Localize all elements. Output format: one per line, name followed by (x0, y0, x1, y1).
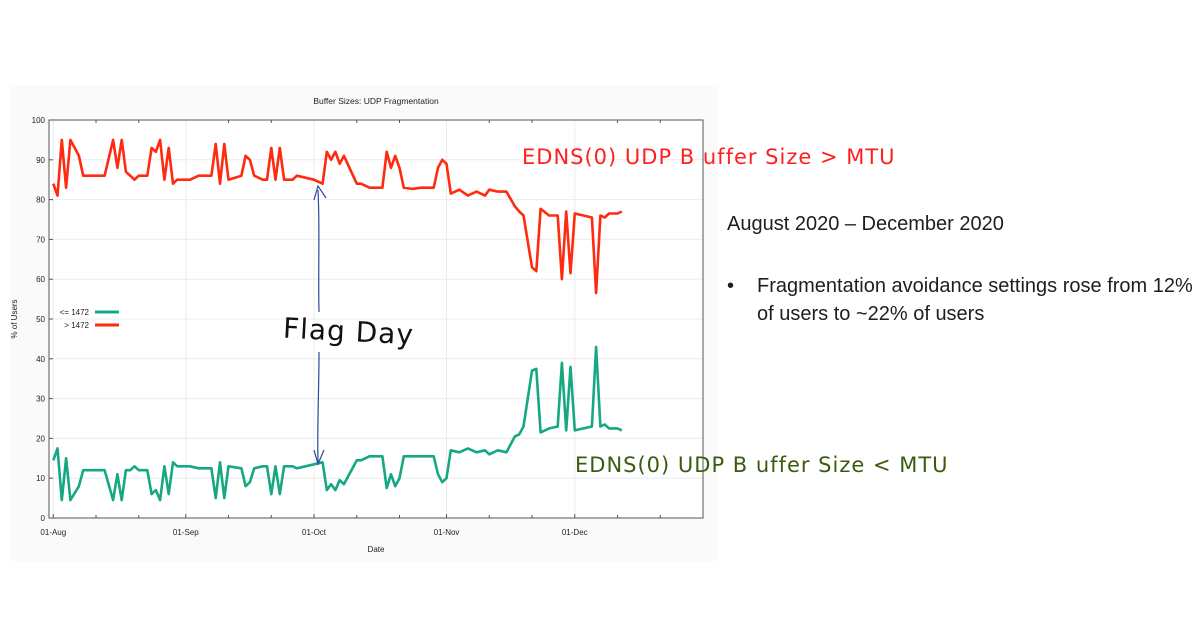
y-axis-label: % of Users (10, 299, 19, 338)
x-tick-label: 01-Nov (434, 528, 460, 537)
arrow-shaft-up (317, 189, 320, 313)
arrow-head-down (313, 449, 325, 466)
y-tick-label: 100 (32, 116, 46, 125)
x-axis-label: Date (368, 545, 385, 554)
y-tick-label: 80 (36, 196, 45, 205)
y-tick-label: 90 (36, 156, 45, 165)
y-tick-label: 60 (36, 275, 45, 284)
legend-label-le-1472: <= 1472 (60, 308, 90, 317)
axes: 0 10 20 30 40 50 60 70 80 90 100 01-Aug 01-Sep 01-Oct… (32, 116, 704, 537)
annotation-below-mtu: EDNS(0) UDP B uffer Size < MTU (575, 453, 949, 477)
x-tick-label: 01-Dec (562, 528, 588, 537)
y-tick-label: 20 (36, 434, 45, 443)
series-line-le-1472 (52, 345, 623, 502)
chart-title: Buffer Sizes: UDP Fragmentation (313, 96, 439, 106)
arrow-shaft-down (317, 351, 320, 463)
y-tick-label: 0 (41, 514, 46, 523)
x-tick-label: 01-Sep (173, 528, 199, 537)
x-tick-label: 01-Aug (40, 528, 66, 537)
y-tick-label: 30 (36, 395, 45, 404)
bullet-icon: • (727, 275, 735, 297)
annotation-flag-day: Flag Day (282, 311, 415, 352)
y-tick-label: 50 (36, 315, 45, 324)
slide-date-range: August 2020 – December 2020 (727, 213, 1004, 235)
series-group (52, 138, 623, 502)
bullet-text: Fragmentation avoidance settings rose fr… (757, 275, 1193, 325)
x-tick-label: 01-Oct (302, 528, 327, 537)
legend-label-gt-1472: > 1472 (64, 321, 89, 330)
series-line-gt-1472 (52, 138, 623, 295)
y-tick-label: 40 (36, 355, 45, 364)
legend: <= 1472 > 1472 (60, 308, 119, 330)
annotation-above-mtu: EDNS(0) UDP B uffer Size > MTU (522, 145, 896, 169)
plot-frame (48, 119, 704, 519)
y-tick-label: 10 (36, 474, 45, 483)
y-tick-label: 70 (36, 235, 45, 244)
arrow-head-up (313, 184, 327, 201)
flag-day-arrow (313, 184, 327, 466)
